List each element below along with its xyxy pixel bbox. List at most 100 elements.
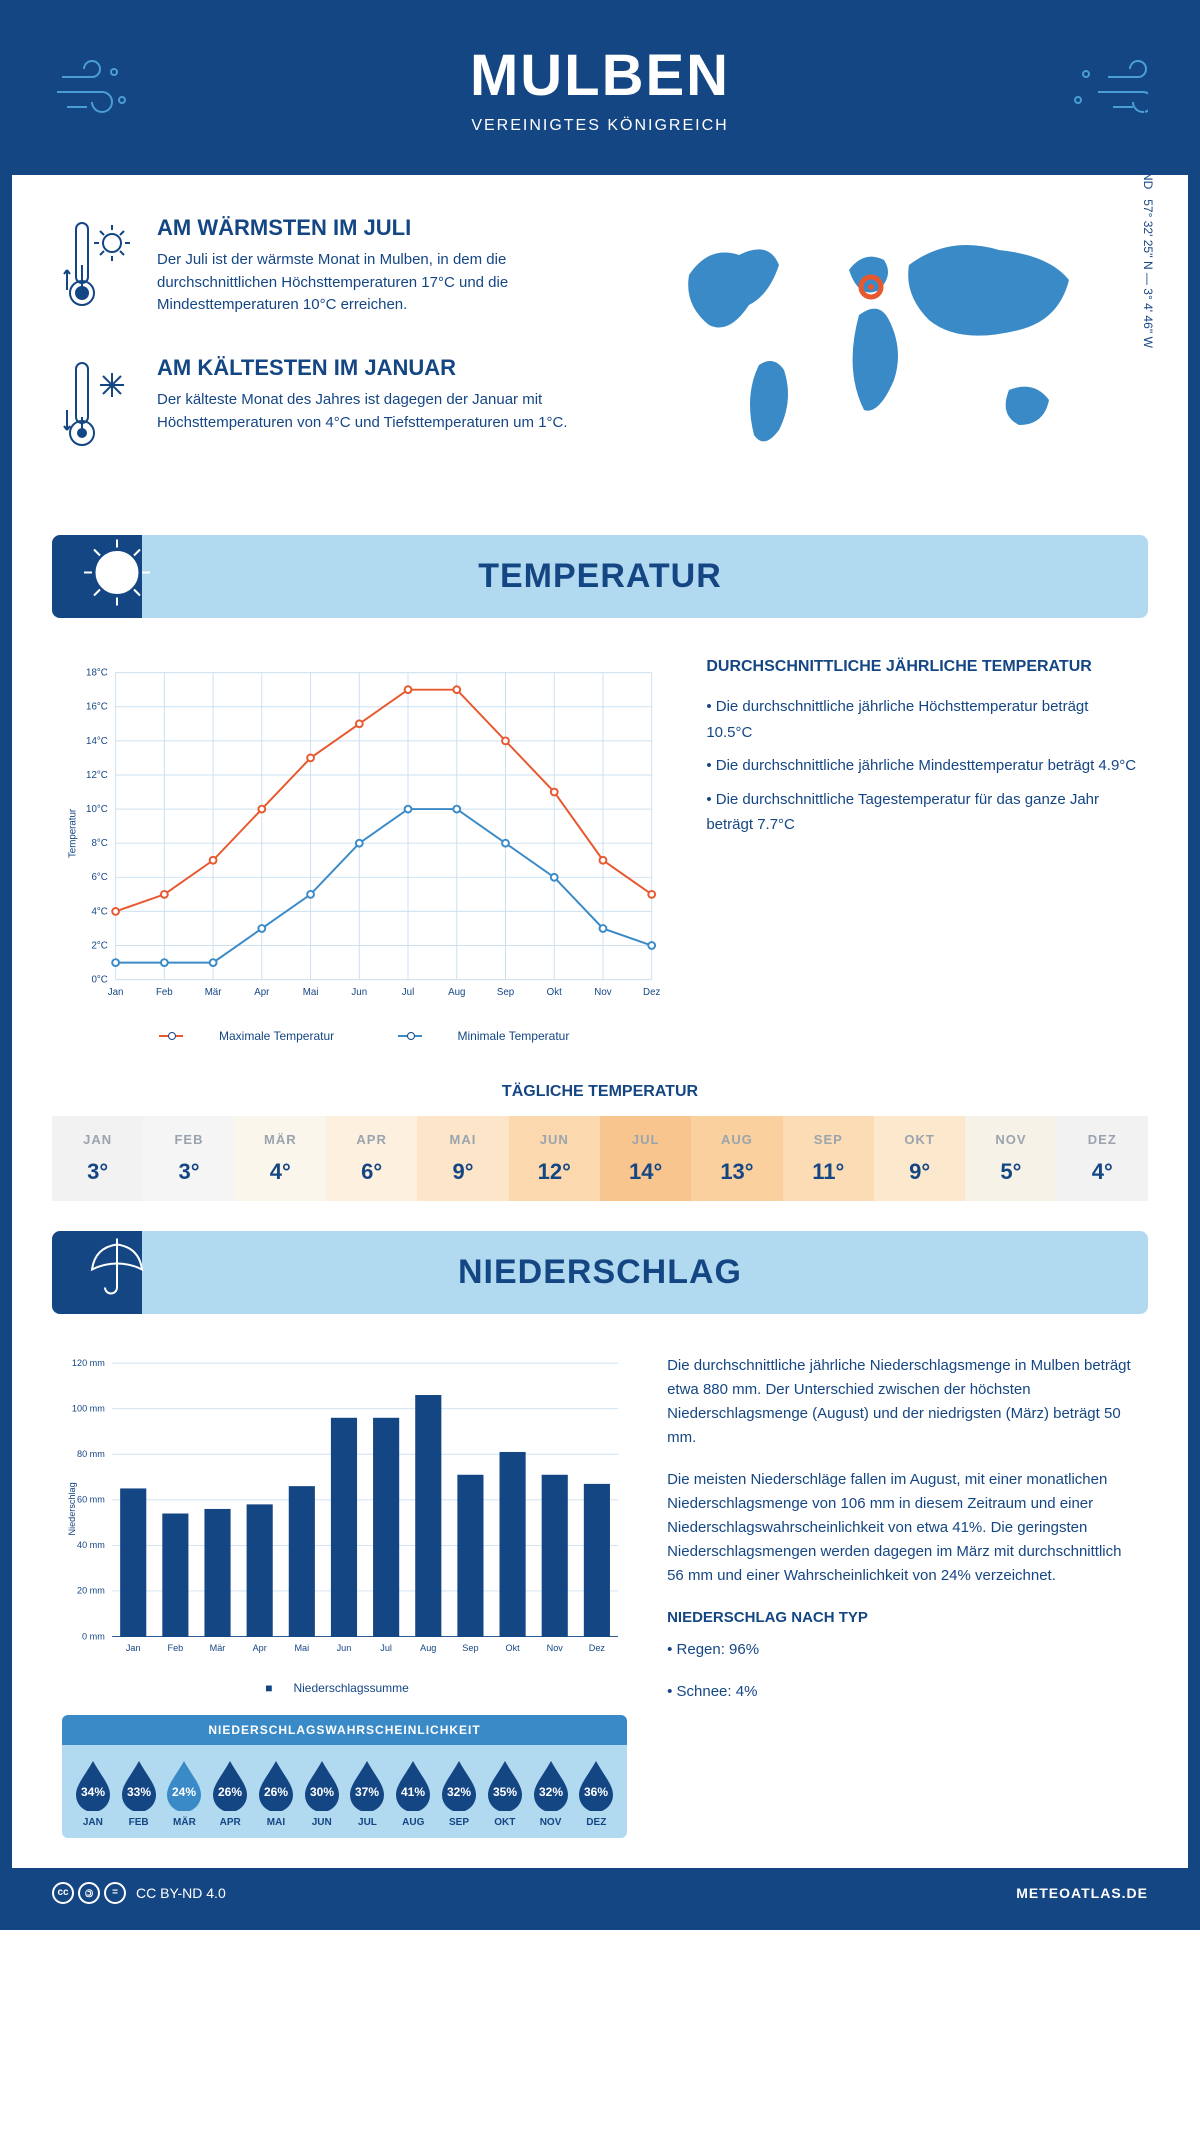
coordinates: SCHOTTLAND 57° 32' 25'' N — 3° 4' 46'' W [1141,107,1155,347]
prob-cell: 32%NOV [528,1759,574,1828]
svg-text:30%: 30% [310,1785,334,1799]
svg-text:Sep: Sep [497,987,514,998]
svg-text:32%: 32% [539,1785,563,1799]
svg-text:37%: 37% [355,1785,379,1799]
svg-text:33%: 33% [127,1785,151,1799]
daily-cell: FEB3° [143,1116,234,1201]
svg-text:34%: 34% [81,1785,105,1799]
svg-text:4°C: 4°C [91,906,107,917]
svg-text:Mär: Mär [210,1643,226,1653]
prob-cell: 34%JAN [70,1759,116,1828]
svg-text:8°C: 8°C [91,838,107,849]
wind-icon-left [52,52,142,127]
daily-cell: OKT9° [874,1116,965,1201]
daily-cell: APR6° [326,1116,417,1201]
site-name: METEOATLAS.DE [1016,1885,1148,1901]
svg-text:Jul: Jul [380,1643,392,1653]
svg-text:14°C: 14°C [86,736,108,747]
umbrella-icon [82,1233,152,1312]
daily-cell: MÄR4° [235,1116,326,1201]
svg-text:Feb: Feb [156,987,173,998]
prob-cell: 32%SEP [436,1759,482,1828]
prob-cell: 41%AUG [390,1759,436,1828]
prob-cell: 30%JUN [299,1759,345,1828]
prob-cell: 36%DEZ [573,1759,619,1828]
svg-text:100 mm: 100 mm [72,1403,105,1413]
svg-text:Apr: Apr [253,1643,267,1653]
daily-cell: MAI9° [417,1116,508,1201]
svg-text:18°C: 18°C [86,668,108,679]
svg-text:80 mm: 80 mm [77,1449,105,1459]
page-header: MULBEN VEREINIGTES KÖNIGREICH [12,12,1188,175]
precipitation-summary: Die durchschnittliche jährliche Niedersc… [667,1354,1138,1838]
license-text: CC BY-ND 4.0 [136,1885,226,1901]
svg-text:36%: 36% [584,1785,608,1799]
svg-text:20 mm: 20 mm [77,1586,105,1596]
daily-cell: JUN12° [509,1116,600,1201]
page-footer: cc🄯= CC BY-ND 4.0 METEOATLAS.DE [12,1868,1188,1918]
svg-text:26%: 26% [218,1785,242,1799]
coldest-text: Der kälteste Monat des Jahres ist dagege… [157,389,580,434]
svg-text:Okt: Okt [505,1643,520,1653]
temperature-line-chart: 0°C2°C4°C6°C8°C10°C12°C14°C16°C18°CJanFe… [62,658,666,1043]
svg-text:0°C: 0°C [91,975,107,986]
daily-temp-title: TÄGLICHE TEMPERATUR [12,1083,1188,1101]
daily-cell: AUG13° [691,1116,782,1201]
svg-text:35%: 35% [493,1785,517,1799]
prob-cell: 33%FEB [116,1759,162,1828]
location-title: MULBEN [32,42,1168,109]
svg-text:Mai: Mai [294,1643,309,1653]
svg-text:Okt: Okt [547,987,562,998]
prob-cell: 24%MÄR [162,1759,208,1828]
wind-icon-right [1058,52,1148,127]
daily-temp-grid: JAN3°FEB3°MÄR4°APR6°MAI9°JUN12°JUL14°AUG… [52,1116,1148,1201]
temperature-banner: TEMPERATUR [52,535,1148,618]
world-map: SCHOTTLAND 57° 32' 25'' N — 3° 4' 46'' W [620,215,1138,480]
svg-text:Dez: Dez [643,987,660,998]
daily-cell: JUL14° [600,1116,691,1201]
daily-cell: SEP11° [783,1116,874,1201]
svg-text:40 mm: 40 mm [77,1540,105,1550]
daily-cell: NOV5° [965,1116,1056,1201]
svg-text:6°C: 6°C [91,872,107,883]
prob-cell: 37%JUL [345,1759,391,1828]
svg-text:2°C: 2°C [91,940,107,951]
svg-text:Jul: Jul [402,987,414,998]
svg-text:26%: 26% [264,1785,288,1799]
thermometer-sun-icon [62,215,132,320]
intro-section: AM WÄRMSTEN IM JULI Der Juli ist der wär… [12,175,1188,525]
svg-text:Feb: Feb [168,1643,184,1653]
coldest-block: AM KÄLTESTEN IM JANUAR Der kälteste Mona… [62,355,580,460]
svg-text:Jan: Jan [108,987,124,998]
daily-cell: DEZ4° [1057,1116,1148,1201]
svg-text:Dez: Dez [589,1643,606,1653]
svg-text:Nov: Nov [594,987,611,998]
coldest-title: AM KÄLTESTEN IM JANUAR [157,355,580,381]
prob-cell: 26%APR [207,1759,253,1828]
sun-icon [82,537,152,616]
svg-text:Apr: Apr [254,987,270,998]
location-subtitle: VEREINIGTES KÖNIGREICH [32,117,1168,135]
svg-text:Mär: Mär [205,987,223,998]
svg-text:0 mm: 0 mm [82,1631,105,1641]
thermometer-snow-icon [62,355,132,460]
svg-text:10°C: 10°C [86,804,108,815]
prob-cell: 26%MAI [253,1759,299,1828]
precipitation-bar-chart: 0 mm20 mm40 mm60 mm80 mm100 mm120 mmNied… [62,1354,627,1695]
daily-cell: JAN3° [52,1116,143,1201]
svg-text:41%: 41% [401,1785,425,1799]
warmest-block: AM WÄRMSTEN IM JULI Der Juli ist der wär… [62,215,580,320]
prob-cell: 35%OKT [482,1759,528,1828]
svg-text:60 mm: 60 mm [77,1494,105,1504]
svg-text:Aug: Aug [448,987,465,998]
svg-text:Jun: Jun [337,1643,352,1653]
precipitation-probability: NIEDERSCHLAGSWAHRSCHEINLICHKEIT 34%JAN33… [62,1715,627,1838]
svg-text:Temperatur: Temperatur [68,808,79,858]
precipitation-banner: NIEDERSCHLAG [52,1231,1148,1314]
svg-text:32%: 32% [447,1785,471,1799]
svg-text:Nov: Nov [547,1643,564,1653]
warmest-title: AM WÄRMSTEN IM JULI [157,215,580,241]
svg-text:Sep: Sep [462,1643,478,1653]
svg-text:Jan: Jan [126,1643,141,1653]
svg-text:Niederschlag: Niederschlag [67,1482,77,1535]
